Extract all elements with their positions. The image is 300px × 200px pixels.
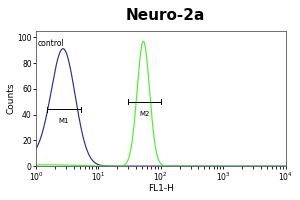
Text: M1: M1 [59,118,69,124]
Text: control: control [37,39,64,48]
Text: M2: M2 [140,111,150,117]
Text: Neuro-2a: Neuro-2a [125,8,205,23]
X-axis label: FL1-H: FL1-H [148,184,174,193]
Y-axis label: Counts: Counts [7,83,16,114]
